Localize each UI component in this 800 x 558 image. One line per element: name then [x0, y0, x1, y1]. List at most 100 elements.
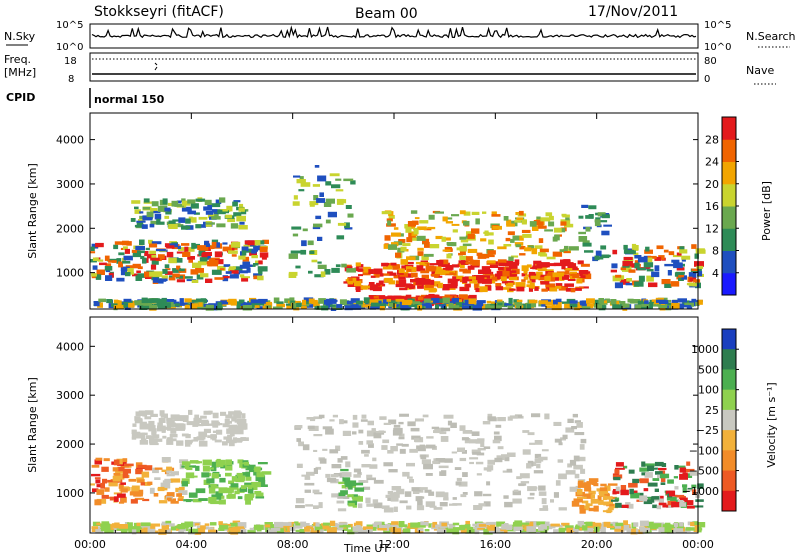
power-colorbar-swatch: [722, 117, 736, 140]
velocity-cell: [567, 418, 574, 423]
power-cell: [259, 246, 268, 253]
velocity-cell: [383, 422, 391, 425]
power-cell: [468, 276, 476, 280]
power-cell: [579, 286, 589, 289]
power-cell: [123, 255, 133, 261]
velocity-cell: [144, 465, 153, 471]
velocity-cell: [91, 464, 100, 468]
velocity-cell: [501, 525, 511, 530]
power-cell: [637, 256, 648, 263]
power-cell: [466, 231, 472, 236]
velocity-cell: [131, 485, 140, 490]
velocity-cell: [462, 492, 468, 495]
power-cell: [300, 182, 311, 187]
velocity-cell: [461, 437, 469, 441]
power-cell: [150, 257, 160, 261]
power-cell: [442, 216, 448, 222]
power-cell: [476, 276, 485, 281]
velocity-cell: [426, 444, 436, 449]
power-cell: [484, 230, 489, 236]
power-cell: [238, 270, 248, 274]
power-cell: [671, 300, 678, 305]
power-cell: [595, 301, 606, 308]
velocity-cell: [343, 495, 350, 499]
velocity-cell: [352, 431, 357, 435]
power-cell: [559, 249, 568, 253]
velocity-cell: [234, 428, 244, 435]
power-cell: [355, 262, 361, 267]
power-colorbar-tick-label: 12: [705, 222, 719, 235]
velocity-cell: [113, 496, 119, 502]
power-cell: [410, 210, 418, 214]
power-cell: [421, 274, 429, 281]
velocity-cell: [339, 525, 345, 528]
power-cell: [368, 282, 375, 285]
power-cell: [229, 270, 239, 274]
velocity-cell: [583, 527, 594, 533]
power-cell: [358, 285, 368, 290]
power-cell: [623, 256, 633, 260]
power-cell: [176, 258, 183, 263]
velocity-cell: [585, 526, 596, 530]
velocity-cell: [591, 479, 598, 485]
power-cell: [658, 302, 668, 308]
velocity-cell: [331, 474, 339, 478]
power-cell: [180, 302, 189, 306]
velocity-cell: [372, 457, 377, 462]
velocity-ytick-label: 4000: [56, 340, 84, 353]
power-cell: [501, 281, 508, 284]
velocity-cell: [148, 438, 158, 444]
velocity-cell: [282, 522, 292, 526]
power-cell: [521, 229, 531, 233]
velocity-colorbar-swatch: [722, 349, 736, 370]
velocity-cell: [134, 416, 141, 421]
velocity-cell: [357, 472, 362, 476]
velocity-cell: [160, 482, 171, 489]
freq-tick-high: 18: [64, 56, 77, 67]
velocity-cell: [120, 488, 128, 493]
velocity-cell: [301, 474, 310, 477]
power-cell: [516, 217, 523, 220]
power-cell: [164, 264, 170, 268]
velocity-cell: [501, 524, 509, 527]
power-cell: [401, 265, 410, 269]
velocity-cell: [557, 459, 564, 463]
power-cell: [484, 254, 490, 259]
velocity-cell: [337, 508, 347, 512]
velocity-cell: [157, 487, 168, 491]
velocity-cell: [216, 423, 223, 426]
velocity-cell: [314, 525, 320, 532]
power-cell: [569, 303, 578, 308]
velocity-cell: [561, 522, 570, 527]
power-cell: [241, 246, 249, 252]
power-cell: [184, 304, 190, 310]
velocity-cell: [393, 424, 401, 428]
power-cell: [124, 300, 133, 305]
power-cell: [555, 283, 563, 287]
power-cell: [314, 165, 320, 168]
power-cell: [404, 224, 411, 229]
power-cell: [136, 270, 141, 273]
velocity-cell: [147, 481, 153, 485]
velocity-cell: [130, 499, 138, 504]
velocity-cell: [512, 490, 521, 496]
power-cell: [356, 300, 363, 305]
velocity-cell: [295, 498, 305, 504]
velocity-cell: [459, 457, 467, 462]
power-cell: [311, 301, 320, 307]
x-axis-title: Time UT: [343, 542, 389, 554]
velocity-cell: [134, 419, 143, 424]
power-cell: [546, 273, 556, 279]
velocity-cell: [647, 465, 654, 472]
power-cell: [149, 271, 157, 277]
power-cell: [375, 273, 380, 278]
velocity-cell: [185, 499, 192, 503]
power-cell: [459, 210, 466, 215]
power-cell: [314, 306, 320, 310]
power-cell: [125, 265, 135, 269]
velocity-cell: [550, 499, 554, 503]
velocity-cell: [522, 430, 530, 433]
velocity-cell: [200, 525, 206, 530]
velocity-cell: [615, 486, 620, 492]
